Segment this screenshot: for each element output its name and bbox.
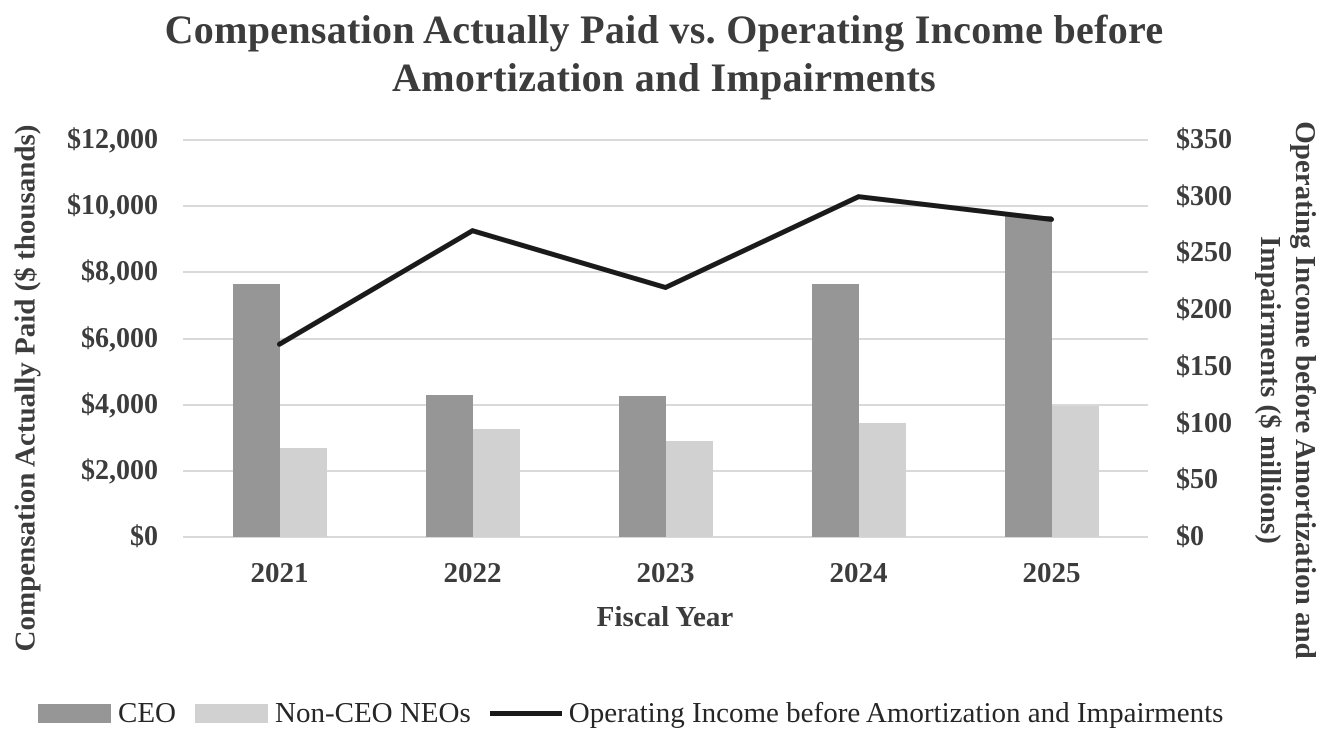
gridline bbox=[183, 205, 1148, 208]
ceo-legend-label: CEO bbox=[118, 696, 176, 729]
right-axis-tick-label: $350 bbox=[1176, 124, 1232, 155]
operating-income-line-legend-label: Operating Income before Amortization and… bbox=[568, 696, 1224, 729]
right-axis-tick-label: $300 bbox=[1176, 180, 1232, 212]
x-axis-title: Fiscal Year bbox=[596, 601, 734, 633]
ceo-bar bbox=[232, 283, 280, 537]
non-ceo-neos-bar bbox=[665, 441, 713, 537]
non-ceo-neos-legend-label: Non-CEO NEOs bbox=[275, 696, 471, 729]
x-axis-tick-label: 2023 bbox=[636, 557, 695, 589]
right-axis-tick-label: $50 bbox=[1176, 464, 1218, 496]
left-axis-tick-label: $2,000 bbox=[81, 454, 158, 486]
operating-income-line bbox=[277, 194, 1054, 347]
legend: CEO Non-CEO NEOs Operating Income before… bbox=[38, 697, 1223, 729]
left-axis-tick-label: $4,000 bbox=[81, 388, 158, 420]
ceo-bar bbox=[425, 394, 473, 537]
chart-title-line-2: Amortization and Impairments bbox=[392, 55, 936, 100]
non-ceo-neos-bar bbox=[858, 422, 906, 537]
gridline bbox=[183, 271, 1148, 274]
ceo-bar bbox=[618, 396, 666, 537]
x-axis-tick-label: 2022 bbox=[443, 557, 502, 589]
left-axis-tick-label: $10,000 bbox=[67, 190, 158, 222]
right-axis-tick-label: $0 bbox=[1176, 521, 1204, 552]
non-ceo-neos-legend-swatch bbox=[195, 703, 268, 723]
left-axis-tick-label: $12,000 bbox=[67, 124, 158, 155]
non-ceo-neos-bar bbox=[1051, 406, 1099, 537]
operating-income-line-legend-swatch bbox=[489, 710, 562, 716]
gridline bbox=[183, 536, 1148, 538]
right-y-axis-title-line-2: Impairments ($ millions) bbox=[1254, 236, 1286, 544]
gridline bbox=[183, 403, 1148, 406]
left-axis-tick-label: $6,000 bbox=[81, 322, 158, 354]
right-y-axis-title-line-1: Operating Income before Amortization and bbox=[1289, 121, 1321, 659]
operating-income-line-layer bbox=[277, 194, 1054, 347]
left-axis-tick-label: $8,000 bbox=[81, 256, 158, 288]
chart-title-line-1: Compensation Actually Paid vs. Operating… bbox=[164, 7, 1164, 52]
non-ceo-neos-bar bbox=[472, 429, 520, 537]
right-axis-tick-label: $150 bbox=[1176, 350, 1232, 382]
right-axis-tick-label: $250 bbox=[1176, 237, 1232, 269]
right-y-axis-title: Operating Income before Amortization and… bbox=[1252, 121, 1322, 659]
left-axis-tick-label: $0 bbox=[130, 521, 158, 552]
x-axis-tick-label: 2024 bbox=[829, 557, 888, 589]
gridline bbox=[183, 337, 1148, 340]
x-axis-tick-label: 2025 bbox=[1022, 557, 1081, 589]
x-axis-tick-label: 2021 bbox=[250, 557, 309, 589]
ceo-bar bbox=[811, 283, 859, 537]
non-ceo-neos-bar bbox=[279, 447, 327, 537]
ceo-legend-swatch bbox=[38, 703, 111, 723]
right-axis-tick-label: $200 bbox=[1176, 294, 1232, 326]
right-axis-tick-label: $100 bbox=[1176, 407, 1232, 439]
plot-area bbox=[183, 139, 1148, 538]
gridline bbox=[183, 139, 1148, 141]
ceo-bar bbox=[1004, 216, 1052, 537]
